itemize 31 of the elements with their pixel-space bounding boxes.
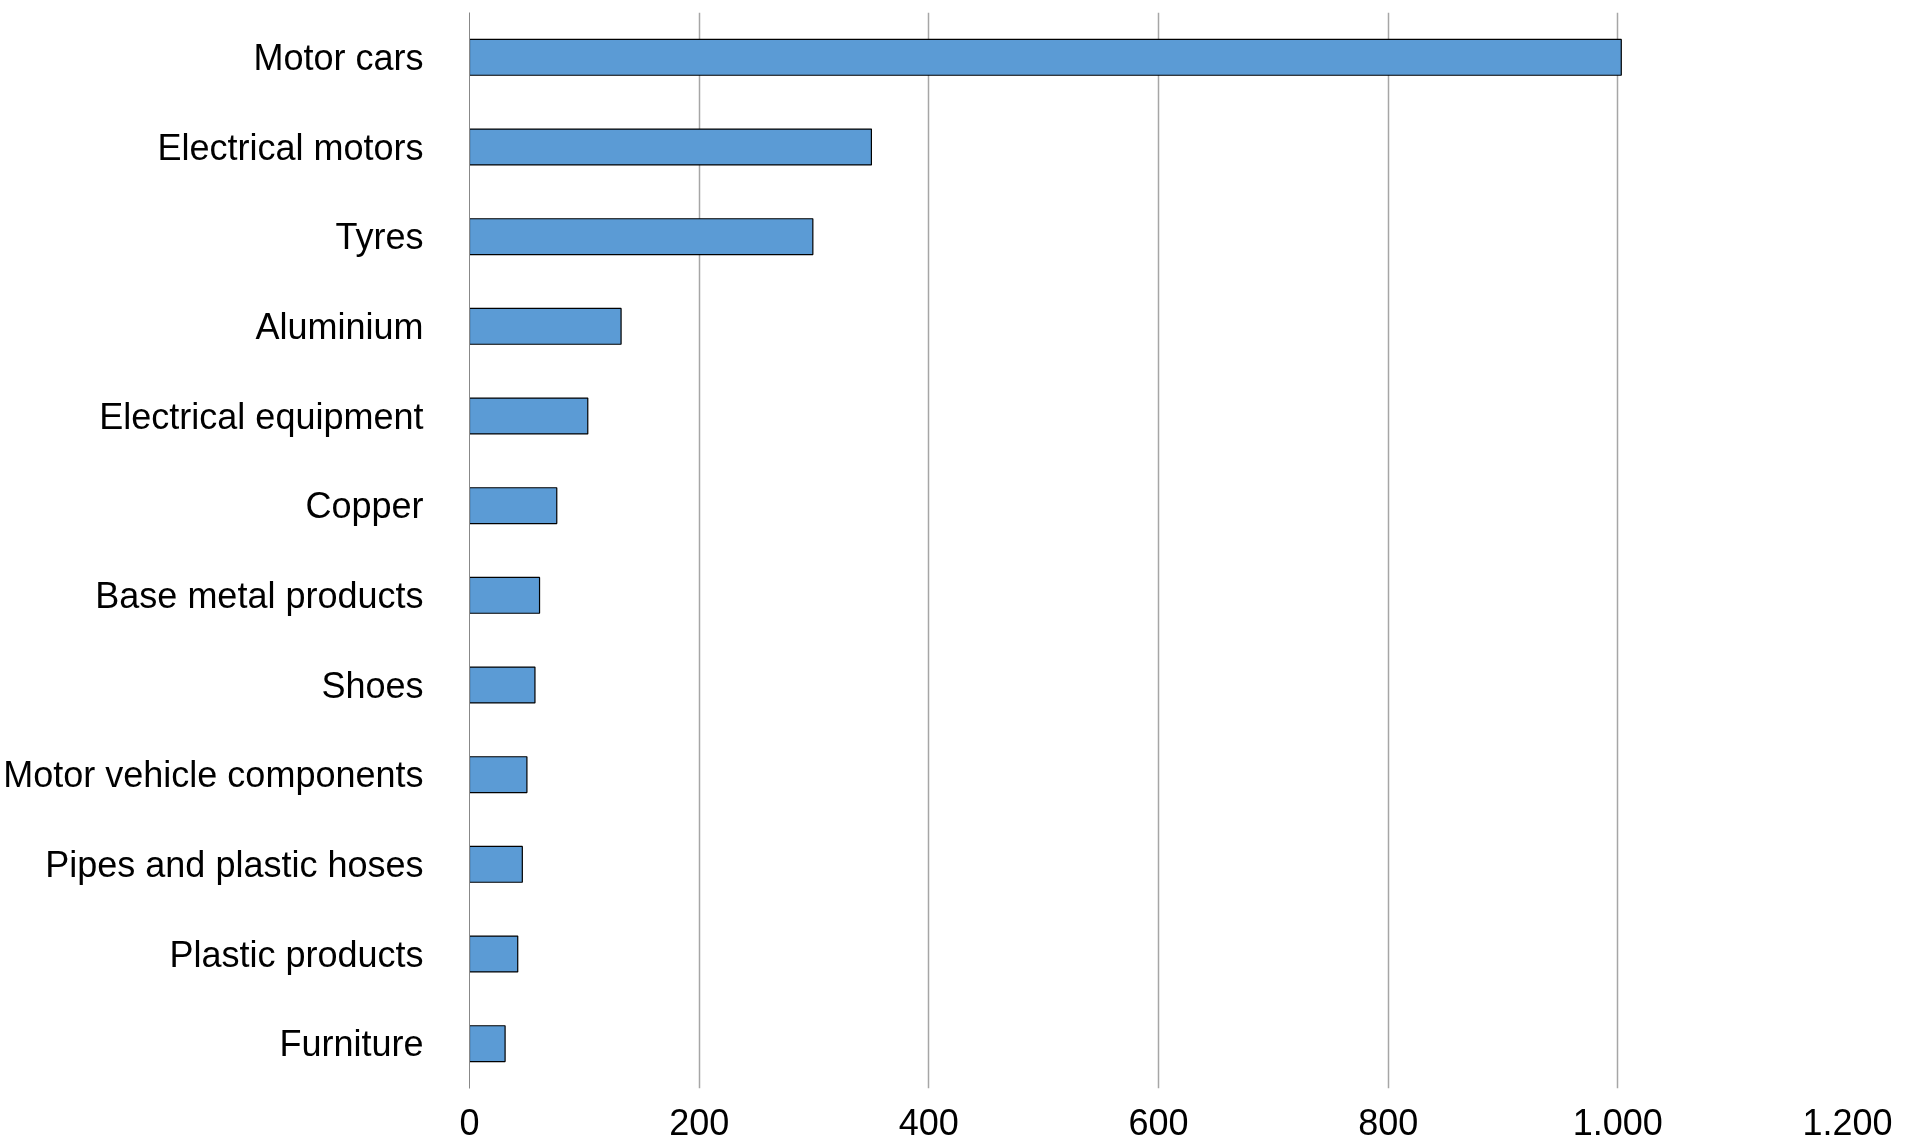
bar — [469, 307, 622, 345]
bar — [469, 1025, 506, 1063]
bar — [469, 845, 523, 883]
y-tick-label: Electrical equipment — [99, 395, 424, 437]
x-tick-label: 600 — [1128, 1101, 1189, 1137]
y-tick-label: Pipes and plastic hoses — [45, 843, 424, 885]
y-tick-label: Shoes — [321, 664, 424, 706]
bar — [469, 128, 873, 166]
y-tick-label: Motor cars — [253, 36, 424, 78]
bar — [469, 38, 1622, 76]
bar — [469, 935, 519, 973]
y-tick-label: Plastic products — [169, 933, 424, 975]
x-tick-label: 0 — [459, 1101, 480, 1137]
y-tick-label: Furniture — [279, 1023, 424, 1065]
y-tick-label: Motor vehicle components — [3, 754, 424, 796]
bar — [469, 666, 536, 704]
y-tick-label: Electrical motors — [157, 126, 424, 168]
x-tick-label: 400 — [898, 1101, 959, 1137]
x-tick-label: 800 — [1358, 1101, 1419, 1137]
y-tick-label: Copper — [305, 485, 424, 527]
x-tick-label: 1.200 — [1802, 1101, 1893, 1137]
y-tick-label: Tyres — [335, 216, 424, 258]
bar — [469, 218, 814, 256]
bar — [469, 487, 558, 525]
bar — [469, 576, 541, 614]
bar — [469, 397, 589, 435]
y-tick-label: Base metal products — [95, 574, 424, 616]
bar — [469, 756, 528, 794]
x-tick-label: 200 — [669, 1101, 730, 1137]
x-tick-label: 1.000 — [1572, 1101, 1663, 1137]
y-tick-label: Aluminium — [255, 305, 424, 347]
